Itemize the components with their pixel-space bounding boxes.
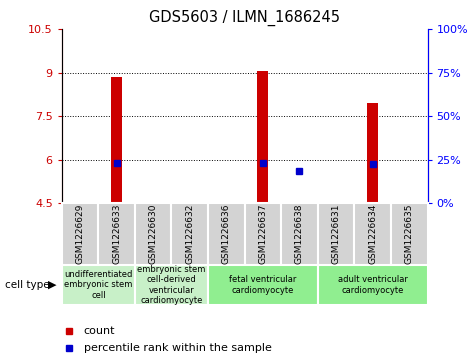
Text: count: count — [84, 326, 115, 336]
Text: GSM1226630: GSM1226630 — [149, 204, 158, 264]
Bar — [62, 203, 98, 265]
Text: GSM1226636: GSM1226636 — [222, 204, 231, 264]
Text: GSM1226631: GSM1226631 — [332, 204, 341, 264]
Text: GSM1226632: GSM1226632 — [185, 204, 194, 264]
Bar — [208, 265, 318, 305]
Text: fetal ventricular
cardiomyocyte: fetal ventricular cardiomyocyte — [229, 275, 296, 295]
Text: ▶: ▶ — [48, 280, 56, 290]
Text: GSM1226629: GSM1226629 — [76, 204, 85, 264]
Bar — [294, 202, 305, 203]
Text: percentile rank within the sample: percentile rank within the sample — [84, 343, 272, 354]
Text: undifferentiated
embryonic stem
cell: undifferentiated embryonic stem cell — [64, 270, 133, 300]
Text: adult ventricular
cardiomyocyte: adult ventricular cardiomyocyte — [338, 275, 408, 295]
Bar — [318, 265, 428, 305]
Text: embryonic stem
cell-derived
ventricular
cardiomyocyte: embryonic stem cell-derived ventricular … — [137, 265, 206, 305]
Bar — [135, 265, 208, 305]
Text: GSM1226638: GSM1226638 — [295, 204, 304, 264]
Bar — [111, 77, 122, 203]
Bar — [171, 203, 208, 265]
Bar — [98, 203, 135, 265]
Bar — [281, 203, 318, 265]
Bar — [62, 265, 135, 305]
Bar — [257, 71, 268, 203]
Title: GDS5603 / ILMN_1686245: GDS5603 / ILMN_1686245 — [149, 10, 340, 26]
Text: GSM1226637: GSM1226637 — [258, 204, 267, 264]
Text: GSM1226633: GSM1226633 — [112, 204, 121, 264]
Bar — [354, 203, 391, 265]
Bar — [135, 203, 171, 265]
Bar — [391, 203, 428, 265]
Text: cell type: cell type — [5, 280, 49, 290]
Bar — [367, 103, 378, 203]
Bar — [318, 203, 354, 265]
Text: GSM1226635: GSM1226635 — [405, 204, 414, 264]
Bar — [208, 203, 245, 265]
Text: GSM1226634: GSM1226634 — [368, 204, 377, 264]
Bar — [245, 203, 281, 265]
